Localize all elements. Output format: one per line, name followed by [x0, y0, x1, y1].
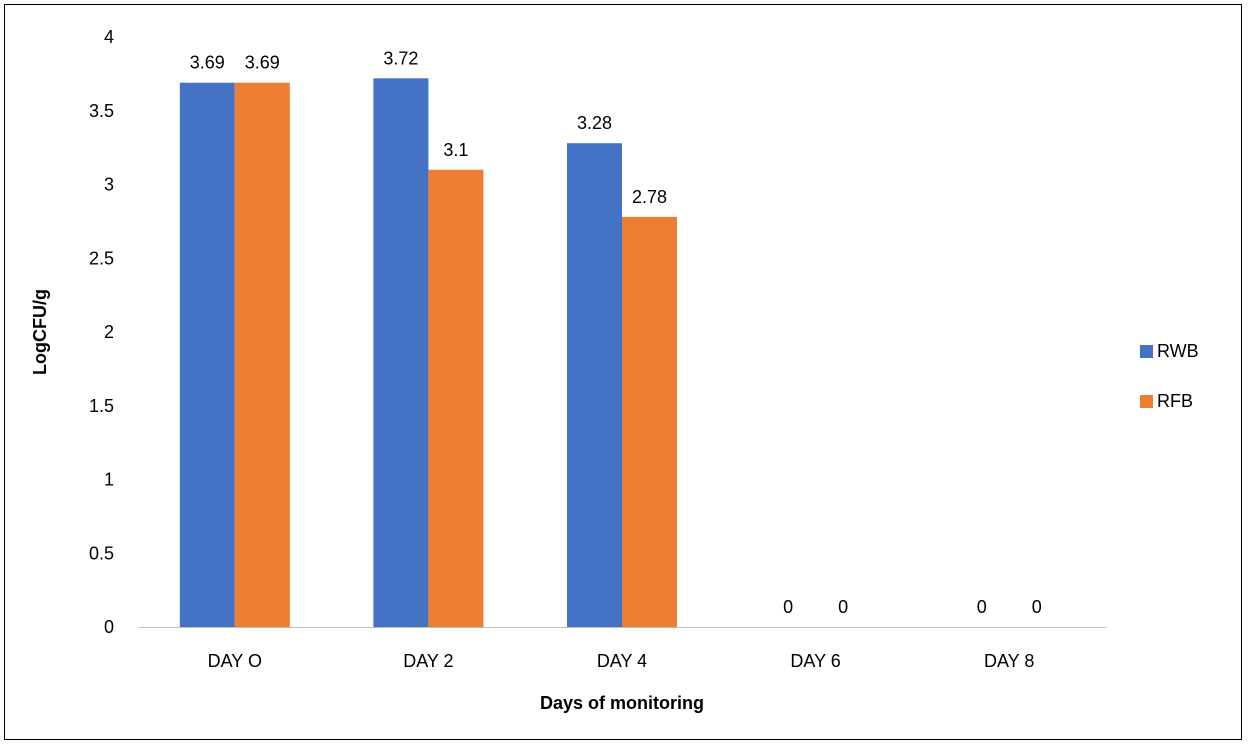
y-tick-label: 3.5 — [89, 101, 114, 121]
data-label-rwb: 0 — [977, 597, 987, 617]
x-tick-label: DAY 8 — [984, 651, 1034, 671]
data-label-rfb: 0 — [1032, 597, 1042, 617]
y-tick-label: 0 — [104, 617, 114, 637]
bar-rwb — [567, 143, 622, 627]
legend-swatch-rwb — [1140, 345, 1153, 358]
y-tick-label: 2 — [104, 322, 114, 342]
x-tick-label: DAY O — [208, 651, 262, 671]
legend-swatch-rfb — [1140, 395, 1153, 408]
bar-rwb — [179, 82, 235, 628]
legend: RWB RFB — [1140, 341, 1199, 411]
data-label-rfb: 2.78 — [632, 187, 667, 207]
data-label-rfb: 3.1 — [443, 140, 468, 160]
data-label-rwb: 3.69 — [190, 53, 225, 73]
data-label-rfb: 0 — [838, 597, 848, 617]
data-label-rwb: 0 — [783, 597, 793, 617]
y-axis-title: LogCFU/g — [30, 289, 50, 375]
y-tick-label: 4 — [104, 27, 114, 47]
y-tick-label: 1.5 — [89, 396, 114, 416]
y-tick-label: 3 — [104, 175, 114, 195]
data-label-rfb: 3.69 — [245, 53, 280, 73]
y-axis-ticks: 0 0.5 1 1.5 2 2.5 3 3.5 4 — [89, 27, 114, 637]
bar-rwb — [373, 78, 429, 628]
x-axis-title: Days of monitoring — [540, 693, 704, 713]
data-label-rwb: 3.72 — [383, 48, 418, 68]
bar-rfb — [234, 82, 290, 628]
legend-label-rwb: RWB — [1157, 341, 1199, 361]
bar-rfb — [622, 216, 677, 627]
x-tick-label: DAY 4 — [597, 651, 647, 671]
y-tick-label: 0.5 — [89, 543, 114, 563]
y-tick-label: 2.5 — [89, 248, 114, 268]
legend-label-rfb: RFB — [1157, 391, 1193, 411]
x-tick-label: DAY 2 — [403, 651, 453, 671]
data-labels-group: 3.69 3.69 3.72 3.1 3.28 2.78 0 0 0 0 — [190, 48, 1042, 617]
data-label-rwb: 3.28 — [577, 113, 612, 133]
bars-group — [179, 78, 677, 628]
bar-rfb — [428, 169, 484, 627]
x-tick-label: DAY 6 — [790, 651, 840, 671]
x-axis-ticks: DAY O DAY 2 DAY 4 DAY 6 DAY 8 — [208, 651, 1035, 671]
y-tick-label: 1 — [104, 470, 114, 490]
